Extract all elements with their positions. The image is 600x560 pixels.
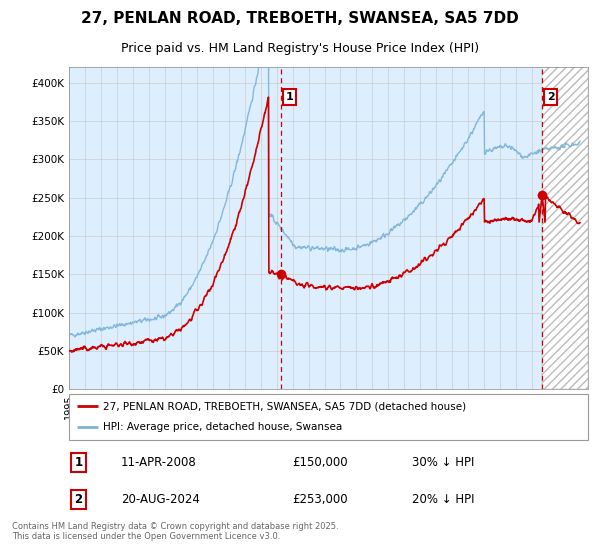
- Text: 1: 1: [74, 456, 82, 469]
- Text: HPI: Average price, detached house, Swansea: HPI: Average price, detached house, Swan…: [103, 422, 342, 432]
- Text: 1: 1: [286, 92, 293, 102]
- Text: £150,000: £150,000: [292, 456, 348, 469]
- Text: 11-APR-2008: 11-APR-2008: [121, 456, 197, 469]
- Text: 2: 2: [74, 493, 82, 506]
- Text: Contains HM Land Registry data © Crown copyright and database right 2025.
This d: Contains HM Land Registry data © Crown c…: [12, 522, 338, 542]
- Text: 27, PENLAN ROAD, TREBOETH, SWANSEA, SA5 7DD (detached house): 27, PENLAN ROAD, TREBOETH, SWANSEA, SA5 …: [103, 401, 466, 411]
- Text: 30% ↓ HPI: 30% ↓ HPI: [412, 456, 474, 469]
- Bar: [542, 67, 588, 389]
- Bar: [542, 67, 588, 389]
- Text: 2: 2: [547, 92, 555, 102]
- Text: 20% ↓ HPI: 20% ↓ HPI: [412, 493, 474, 506]
- FancyBboxPatch shape: [69, 394, 588, 440]
- Text: 20-AUG-2024: 20-AUG-2024: [121, 493, 200, 506]
- Text: £253,000: £253,000: [292, 493, 348, 506]
- Text: 27, PENLAN ROAD, TREBOETH, SWANSEA, SA5 7DD: 27, PENLAN ROAD, TREBOETH, SWANSEA, SA5 …: [81, 11, 519, 26]
- Text: Price paid vs. HM Land Registry's House Price Index (HPI): Price paid vs. HM Land Registry's House …: [121, 43, 479, 55]
